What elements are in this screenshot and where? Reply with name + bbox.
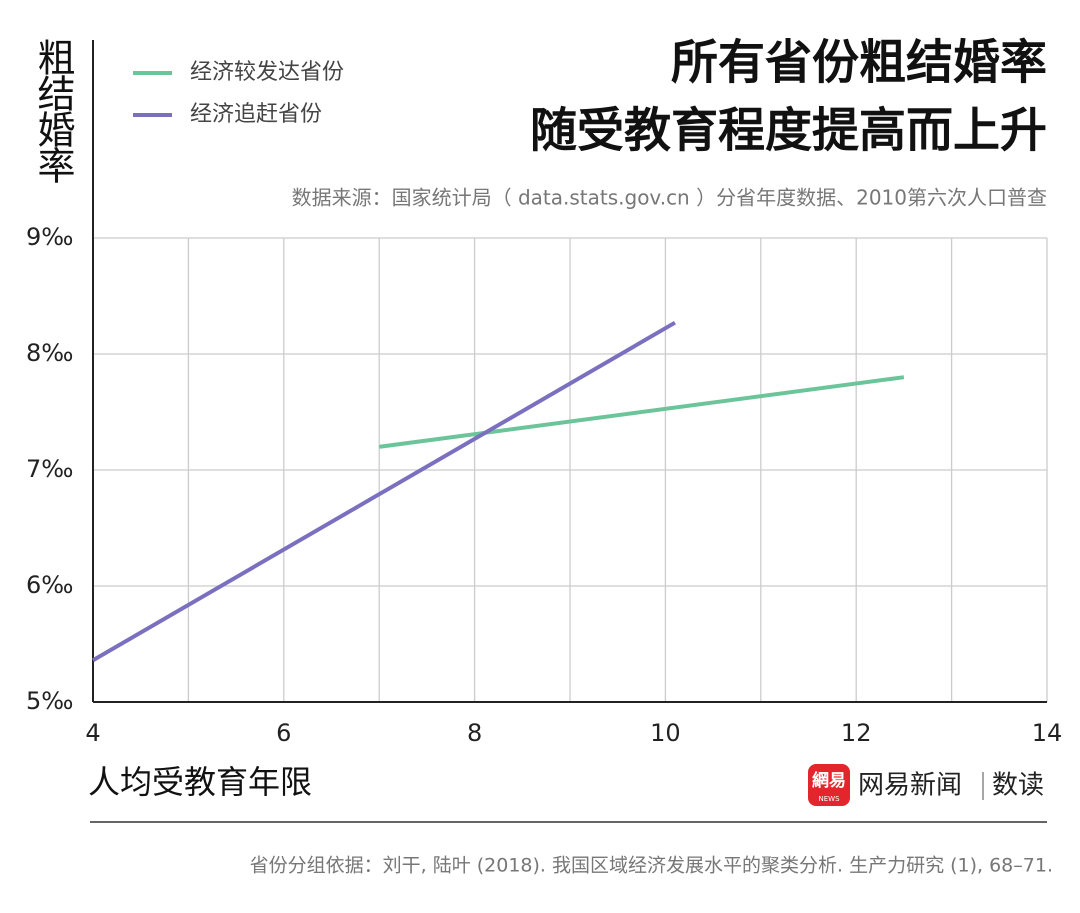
title-line: 随受教育程度提高而上升: [530, 104, 1047, 159]
y-tick-label: 8‰: [26, 339, 73, 367]
series-line: [91, 320, 676, 662]
logo-brand: 网易新闻: [858, 771, 962, 801]
x-tick-label: 12: [841, 719, 872, 747]
y-tick-label: 5‰: [26, 687, 73, 715]
source: 数据来源：国家统计局（ data.stats.gov.cn ）分省年度数据、20…: [292, 186, 1047, 210]
legend-label: 经济较发达省份: [190, 60, 344, 85]
logo-badge-text: 網易: [812, 770, 846, 791]
logo-column: 数读: [992, 771, 1044, 801]
y-tick-label: 9‰: [26, 223, 73, 251]
x-tick-label: 10: [650, 719, 681, 747]
y-tick-label: 6‰: [26, 571, 73, 599]
y-tick-label: 7‰: [26, 455, 73, 483]
x-tick-label: 8: [467, 719, 482, 747]
legend-label: 经济追赶省份: [190, 102, 322, 127]
series-line: [378, 375, 905, 449]
y-axis-label: 粗结婚率: [31, 38, 75, 182]
x-tick-label: 6: [276, 719, 291, 747]
x-tick-label: 4: [85, 719, 100, 747]
x-axis-label: 人均受教育年限: [88, 763, 312, 801]
logo-badge: [808, 764, 850, 806]
logo-badge-sub: NEWS: [818, 795, 840, 803]
footnote: 省份分组依据：刘干, 陆叶 (2018). 我国区域经济发展水平的聚类分析. 生…: [250, 855, 1053, 877]
title-line: 所有省份粗结婚率: [671, 36, 1047, 91]
x-tick-label: 14: [1032, 719, 1063, 747]
